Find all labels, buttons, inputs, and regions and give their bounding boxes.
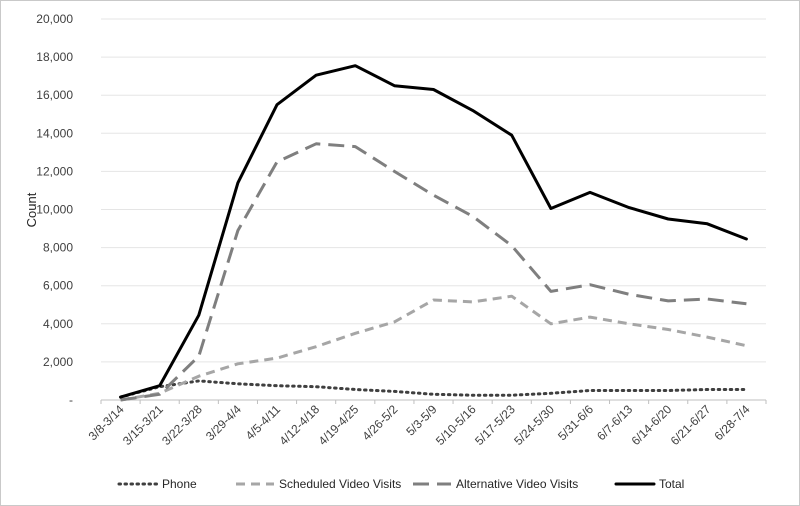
x-tick-label: 6/28-7/4 [712, 402, 753, 443]
x-tick-label: 3/15-3/21 [120, 402, 166, 448]
x-tick-label: 4/26-5/2 [359, 402, 400, 443]
y-tick-label: 12,000 [36, 164, 73, 178]
y-tick-label: - [69, 393, 73, 407]
legend-label: Total [659, 477, 684, 491]
y-tick-label: 4,000 [43, 317, 73, 331]
y-tick-label: 20,000 [36, 12, 73, 26]
y-tick-label: 2,000 [43, 355, 73, 369]
series-line-alternative-video-visits [120, 142, 747, 402]
y-tick-label: 8,000 [43, 241, 73, 255]
y-tick-label: 10,000 [36, 203, 73, 217]
x-tick-label: 4/12-4/18 [277, 402, 323, 448]
legend-label: Phone [162, 477, 197, 491]
y-axis: - 2,000 4,000 6,000 8,000 10,000 12,000 14,000 1… [36, 12, 73, 407]
legend-item-alternative-video-visits: Alternative Video Visits [413, 477, 578, 491]
series-line-total [119, 64, 748, 399]
series-line-scheduled-video-visits [120, 294, 747, 402]
y-tick-label: 6,000 [43, 279, 73, 293]
x-tick-label: 5/10-5/16 [433, 402, 479, 448]
x-tick-label: 5/24-5/30 [511, 402, 557, 448]
y-tick-label: 16,000 [36, 88, 73, 102]
legend: Phone Scheduled Video Visits Alternative V… [117, 477, 684, 491]
x-tick-label: 4/19-4/25 [316, 402, 362, 448]
legend-item-scheduled-video-visits: Scheduled Video Visits [236, 477, 401, 491]
legend-label: Alternative Video Visits [456, 477, 578, 491]
legend-item-phone: Phone [117, 477, 197, 491]
series-line-phone [119, 379, 748, 399]
gridlines [101, 18, 766, 363]
y-axis-title: Count [24, 192, 39, 227]
y-tick-label: 14,000 [36, 126, 73, 140]
x-tick-label: 3/29-4/4 [203, 402, 244, 443]
x-tick-label: 3/22-3/28 [159, 402, 205, 448]
x-tick-label: 6/21-6/27 [668, 402, 714, 448]
x-axis: 3/8-3/143/15-3/213/22-3/283/29-4/44/5-4/… [86, 399, 767, 448]
x-tick-label: 5/17-5/23 [472, 402, 518, 448]
y-tick-label: 18,000 [36, 50, 73, 64]
x-tick-label: 5/31-6/6 [555, 402, 596, 443]
legend-item-total: Total [614, 477, 684, 491]
x-tick-label: 6/14-6/20 [629, 402, 675, 448]
series-lines [119, 64, 748, 402]
x-tick-label: 5/3-5/9 [403, 402, 440, 439]
legend-label: Scheduled Video Visits [279, 477, 401, 491]
